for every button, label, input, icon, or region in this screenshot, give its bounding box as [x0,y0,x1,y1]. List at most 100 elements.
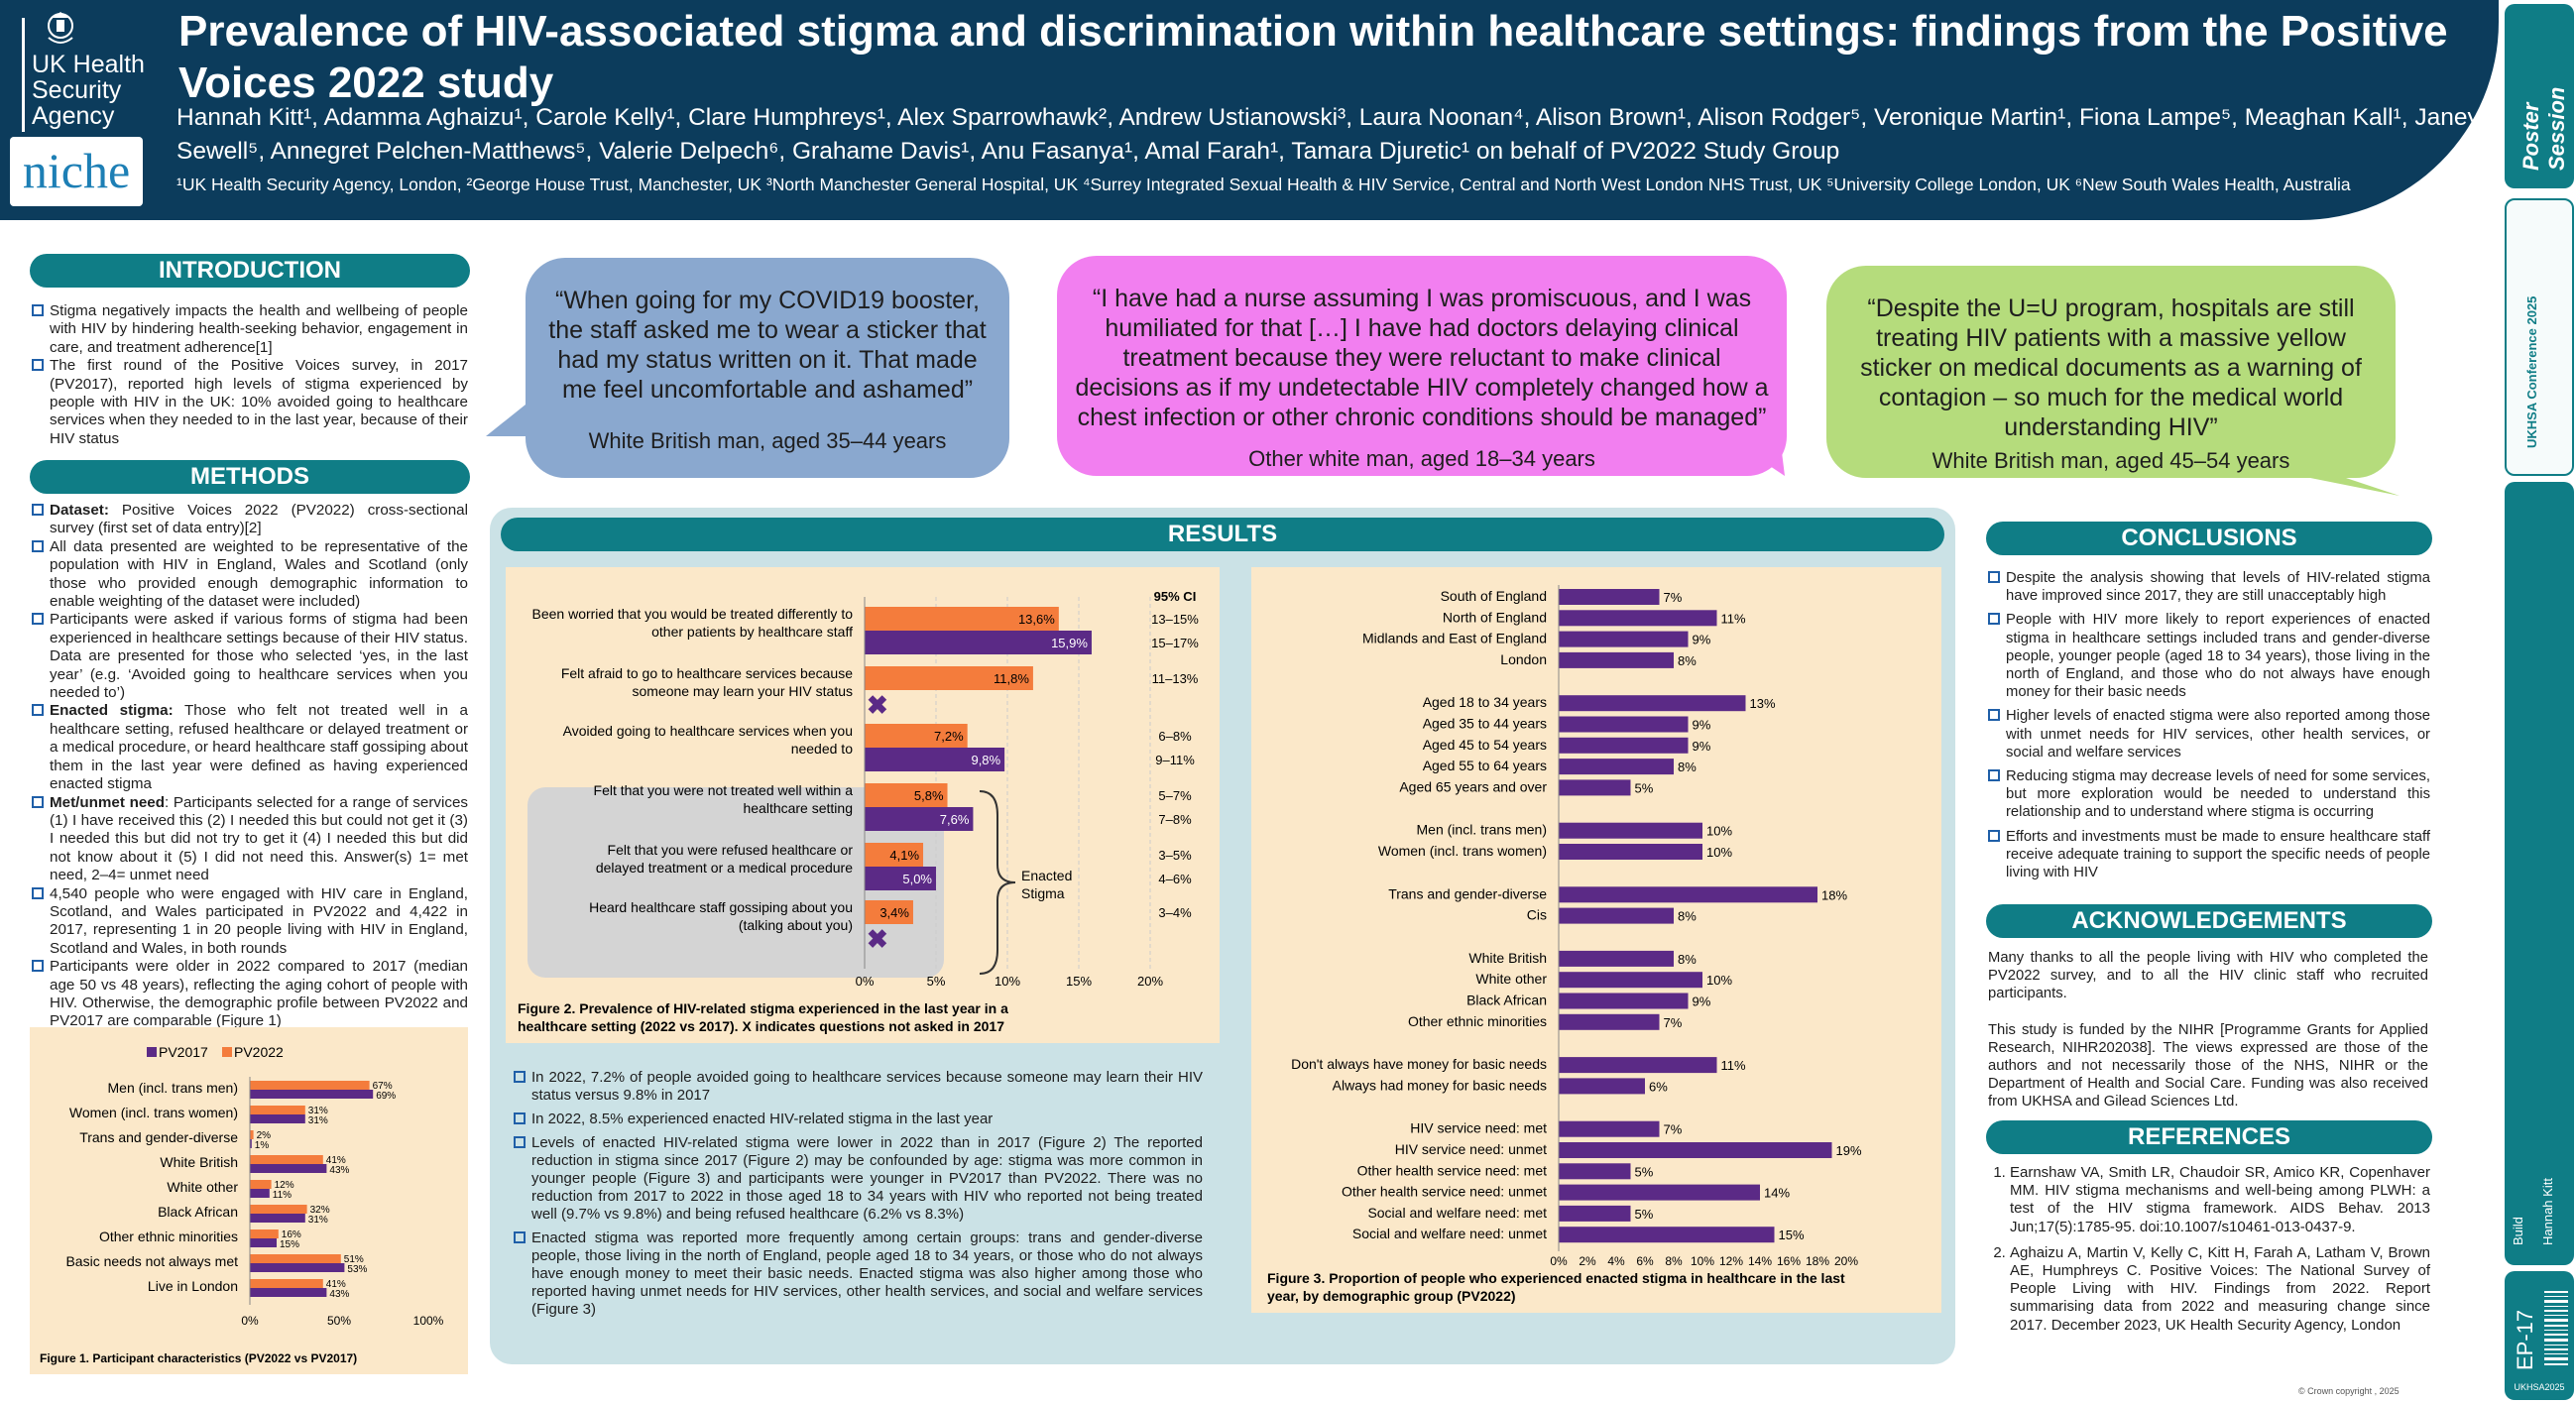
ci-label: 5–7% [1158,788,1192,803]
figure3-panel: 0% 2% 4% 6% 8% 10% 12% 14% 16% 18% 20% South of Eng… [1251,567,1941,1313]
x-tick-label: 50% [327,1314,351,1328]
quote-bubble: “I have had a nurse assuming I was promi… [1057,256,1787,476]
data-label-pv2022: 12% [275,1180,294,1191]
bar-pv2022 [865,843,924,867]
intro-item: The first round of the Positive Voices s… [30,357,468,448]
category-label: Been worried that you would be treated d… [532,606,854,622]
figure3-chart: 0% 2% 4% 6% 8% 10% 12% 14% 16% 18% 20% South of Eng… [1267,585,1862,1304]
ci-label: 13–15% [1151,612,1199,627]
ci-header: 95% CI [1154,589,1197,604]
introduction-heading: INTRODUCTION [30,254,470,288]
bar [1559,822,1702,839]
bar-pv2022 [250,1130,254,1139]
data-label: 7% [1664,590,1683,605]
checkbox-bullet-icon [32,960,44,973]
bar [1559,631,1689,647]
figure1-panel: PV2017 PV2022 Men (incl. trans men) 67% 69% W… [30,1027,468,1374]
ci-label: 3–5% [1158,848,1192,863]
checkbox-bullet-icon [1988,613,2000,626]
poster-code: EP-17 [2513,1309,2537,1370]
data-label-pv2017: 5,0% [902,872,932,886]
data-label: 8% [1678,653,1697,668]
affiliations: ¹UK Health Security Agency, London, ²Geo… [176,175,2351,194]
enacted-bracket [979,790,1016,975]
data-label-pv2017: 1% [255,1140,270,1151]
data-label: 8% [1678,760,1697,774]
methods-item-text: All data presented are weighted to be re… [50,537,468,611]
category-label: Aged 45 to 54 years [1423,737,1547,753]
quote-attribution: White British man, aged 45–54 years [1932,448,2290,473]
acknowledgements-heading: ACKNOWLEDGEMENTS [1986,904,2432,938]
x-tick-label: 20% [1137,974,1163,989]
conference-label: UKHSA Conference 2025 [2524,295,2539,448]
legend-swatch-pv2017 [147,1047,157,1057]
category-label: South of England [1441,588,1547,604]
bar [1559,589,1660,605]
category-label: needed to [791,741,853,757]
bar [1559,844,1702,860]
author-label: Hannah Kitt [2540,1178,2555,1245]
data-label: 10% [1706,973,1732,988]
category-label: Don't always have money for basic needs [1291,1056,1547,1072]
checkbox-bullet-icon [514,1136,526,1148]
data-label-pv2022: 4,1% [889,848,919,863]
category-label: Other health service need: met [1357,1162,1548,1178]
data-label: 15% [1779,1228,1805,1242]
bar-pv2017 [250,1114,305,1123]
category-label: White British [1468,950,1547,966]
bar [1559,993,1689,1009]
ci-label: 6–8% [1158,729,1192,744]
data-label-pv2022: 67% [373,1081,393,1092]
category-label: Heard healthcare staff gossiping about y… [589,899,853,915]
data-label: 18% [1821,887,1847,902]
x-tick-label: 15% [1066,974,1092,989]
data-label-pv2022: 16% [282,1229,301,1240]
bar [1559,779,1631,796]
bar [1559,972,1702,989]
bar-pv2017 [250,1090,374,1099]
bar-pv2022 [250,1155,323,1164]
category-label: Felt that you were refused healthcare or [608,842,854,858]
methods-body: Dataset: Positive Voices 2022 (PV2022) c… [30,502,468,1031]
category-label: Black African [158,1204,238,1220]
category-label: Men (incl. trans men) [1417,822,1547,838]
data-label: 5% [1635,1164,1654,1179]
data-label: 7% [1664,1015,1683,1030]
data-label-pv2017: 31% [308,1115,328,1126]
author-strip: Build Hannah Kitt [2505,482,2574,1265]
data-label: 9% [1693,718,1711,733]
category-label: Aged 18 to 34 years [1423,694,1547,710]
category-label: London [1500,651,1547,667]
bar [1559,1057,1717,1074]
conclusions-item-text: Reducing stigma may decrease levels of n… [2006,768,2430,821]
bar-pv2017 [865,807,974,831]
data-label-pv2022: 32% [310,1205,330,1216]
bar-pv2017 [250,1238,277,1247]
x-tick-label: 5% [927,974,946,989]
bar [1559,1013,1660,1030]
methods-item-label: Met/unmet need [50,793,166,811]
category-label: Live in London [148,1278,238,1294]
x-tick-label: 2% [1579,1254,1596,1268]
category-label: Social and welfare need: met [1367,1205,1547,1221]
poster-title: Prevalence of HIV-associated stigma and … [178,7,2448,107]
category-label: Felt that you were not treated well with… [594,782,854,798]
results-item-text: Enacted stigma was reported more frequen… [531,1229,1203,1318]
bar-pv2022 [865,666,1033,690]
category-label: other patients by healthcare staff [651,624,853,640]
x-tick-label: 100% [413,1314,444,1328]
category-label: Other ethnic minorities [99,1228,238,1244]
x-tick-label: 18% [1806,1254,1829,1268]
category-label: HIV service need: unmet [1395,1141,1547,1157]
checkbox-bullet-icon [32,539,44,552]
bar [1559,907,1674,924]
data-label-pv2017: 43% [329,1289,349,1300]
bar-pv2022 [250,1180,272,1189]
quote-attribution: Other white man, aged 18–34 years [1248,446,1595,471]
bar-pv2022 [865,783,948,807]
data-label-pv2022: 3,4% [879,905,909,920]
x-tick-label: 12% [1719,1254,1743,1268]
checkbox-bullet-icon [32,504,44,516]
figure2-caption: healthcare setting (2022 vs 2017). X ind… [518,1018,1004,1034]
methods-item: Dataset: Positive Voices 2022 (PV2022) c… [30,502,468,538]
